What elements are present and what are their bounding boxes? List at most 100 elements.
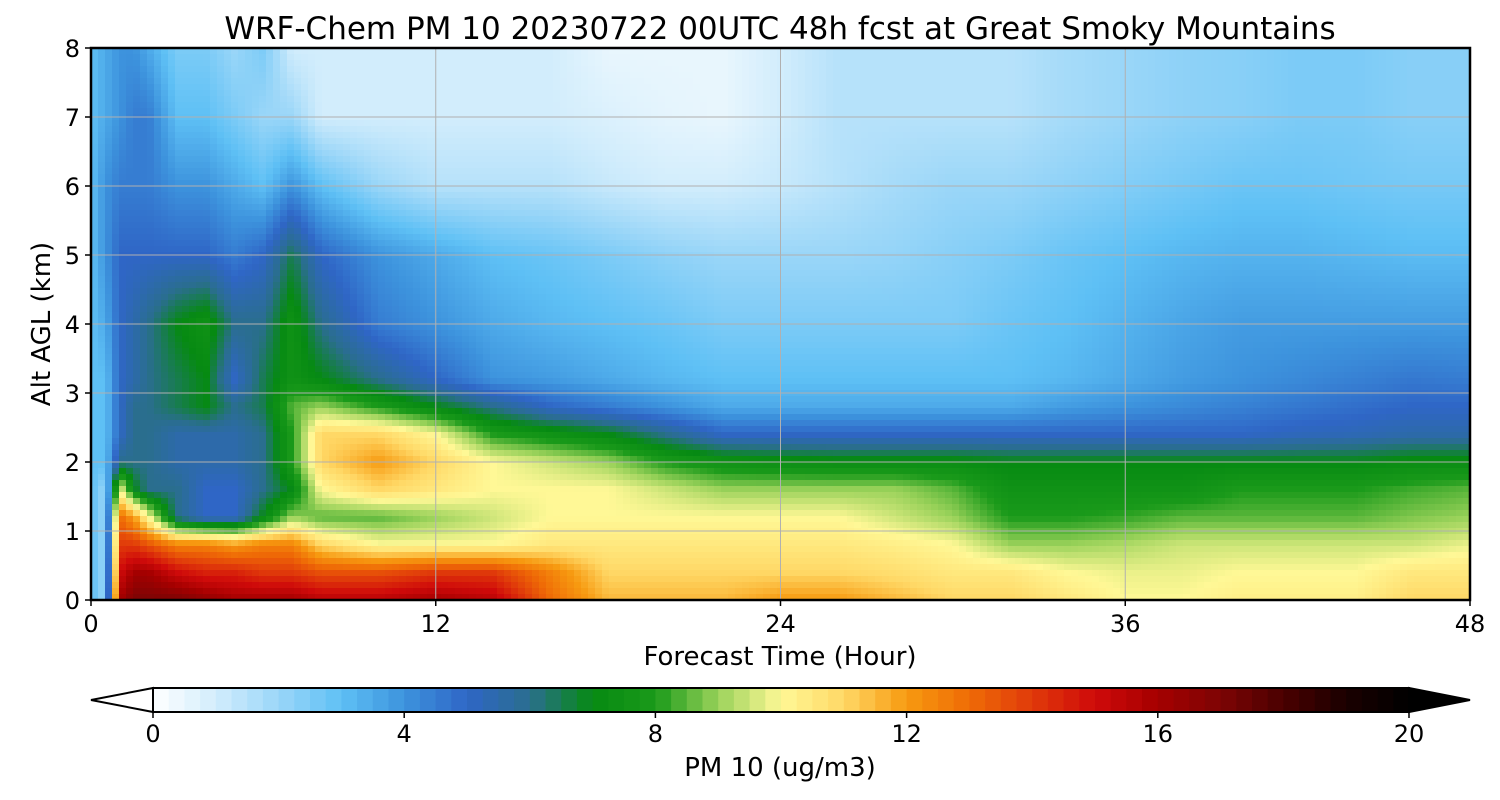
heatmap-cell: [595, 54, 603, 61]
heatmap-cell: [630, 174, 638, 181]
heatmap-cell: [1449, 150, 1457, 157]
heatmap-cell: [1225, 192, 1233, 199]
heatmap-cell: [1106, 168, 1114, 175]
heatmap-cell: [105, 138, 113, 145]
heatmap-cell: [1295, 144, 1303, 151]
heatmap-cell: [756, 138, 764, 145]
heatmap-cell: [224, 108, 232, 115]
heatmap-cell: [693, 102, 701, 109]
heatmap-cell: [742, 132, 750, 139]
heatmap-cell: [980, 84, 988, 91]
heatmap-cell: [280, 168, 288, 175]
heatmap-cell: [301, 174, 309, 181]
heatmap-cell: [301, 186, 309, 193]
heatmap-cell: [1169, 186, 1177, 193]
heatmap-cell: [805, 120, 813, 127]
heatmap-cell: [826, 132, 834, 139]
heatmap-cell: [1169, 174, 1177, 181]
heatmap-cell: [336, 186, 344, 193]
heatmap-cell: [1372, 72, 1380, 79]
heatmap-cell: [1379, 66, 1387, 73]
heatmap-cell: [105, 78, 113, 85]
heatmap-cell: [910, 96, 918, 103]
heatmap-cell: [1036, 192, 1044, 199]
heatmap-cell: [812, 108, 820, 115]
heatmap-cell: [749, 84, 757, 91]
heatmap-cell: [490, 90, 498, 97]
heatmap-cell: [126, 84, 134, 91]
heatmap-cell: [1316, 84, 1324, 91]
heatmap-cell: [644, 156, 652, 163]
heatmap-cell: [623, 60, 631, 67]
heatmap-cell: [399, 186, 407, 193]
heatmap-cell: [840, 96, 848, 103]
heatmap-cell: [1218, 156, 1226, 163]
heatmap-cell: [994, 180, 1002, 187]
heatmap-cell: [1449, 102, 1457, 109]
heatmap-cell: [1386, 120, 1394, 127]
heatmap-cell: [287, 84, 295, 91]
heatmap-cell: [1393, 54, 1401, 61]
heatmap-cell: [1190, 90, 1198, 97]
heatmap-cell: [1232, 48, 1240, 55]
heatmap-cell: [812, 168, 820, 175]
heatmap-cell: [1106, 90, 1114, 97]
heatmap-cell: [406, 168, 414, 175]
heatmap-cell: [770, 102, 778, 109]
heatmap-cell: [1421, 108, 1429, 115]
heatmap-cell: [728, 156, 736, 163]
heatmap-cell: [161, 168, 169, 175]
heatmap-cell: [392, 174, 400, 181]
heatmap-cells: [91, 48, 1471, 601]
heatmap-cell: [966, 150, 974, 157]
heatmap-cell: [924, 186, 932, 193]
heatmap-cell: [553, 162, 561, 169]
heatmap-cell: [770, 156, 778, 163]
heatmap-cell: [665, 48, 673, 55]
heatmap-cell: [875, 48, 883, 55]
heatmap-cell: [805, 84, 813, 91]
heatmap-cell: [182, 192, 190, 199]
heatmap-cell: [1309, 54, 1317, 61]
heatmap-cell: [203, 90, 211, 97]
heatmap-cell: [1085, 66, 1093, 73]
heatmap-cell: [931, 162, 939, 169]
heatmap-cell: [875, 102, 883, 109]
heatmap-cell: [805, 96, 813, 103]
heatmap-cell: [966, 54, 974, 61]
heatmap-cell: [1001, 48, 1009, 55]
heatmap-cell: [980, 192, 988, 199]
heatmap-cell: [511, 102, 519, 109]
heatmap-cell: [1232, 108, 1240, 115]
heatmap-cell: [434, 78, 442, 85]
heatmap-cell: [798, 90, 806, 97]
heatmap-cell: [1043, 156, 1051, 163]
heatmap-cell: [1078, 84, 1086, 91]
heatmap-cell: [644, 102, 652, 109]
heatmap-cell: [588, 54, 596, 61]
heatmap-cell: [1239, 66, 1247, 73]
heatmap-cell: [168, 84, 176, 91]
heatmap-cell: [98, 138, 106, 145]
heatmap-cell: [448, 66, 456, 73]
heatmap-cell: [343, 108, 351, 115]
heatmap-cell: [1008, 144, 1016, 151]
heatmap-cell: [182, 198, 190, 205]
heatmap-cell: [469, 48, 477, 55]
heatmap-cell: [1421, 60, 1429, 67]
heatmap-cell: [434, 108, 442, 115]
heatmap-cell: [273, 180, 281, 187]
heatmap-cell: [833, 48, 841, 55]
heatmap-cell: [1155, 138, 1163, 145]
heatmap-cell: [371, 168, 379, 175]
heatmap-cell: [350, 90, 358, 97]
heatmap-cell: [770, 168, 778, 175]
heatmap-cell: [259, 198, 267, 205]
heatmap-cell: [763, 72, 771, 79]
heatmap-cell: [938, 156, 946, 163]
heatmap-cell: [980, 180, 988, 187]
heatmap-cell: [448, 180, 456, 187]
heatmap-cell: [427, 126, 435, 133]
heatmap-cell: [770, 48, 778, 55]
heatmap-cell: [196, 138, 204, 145]
